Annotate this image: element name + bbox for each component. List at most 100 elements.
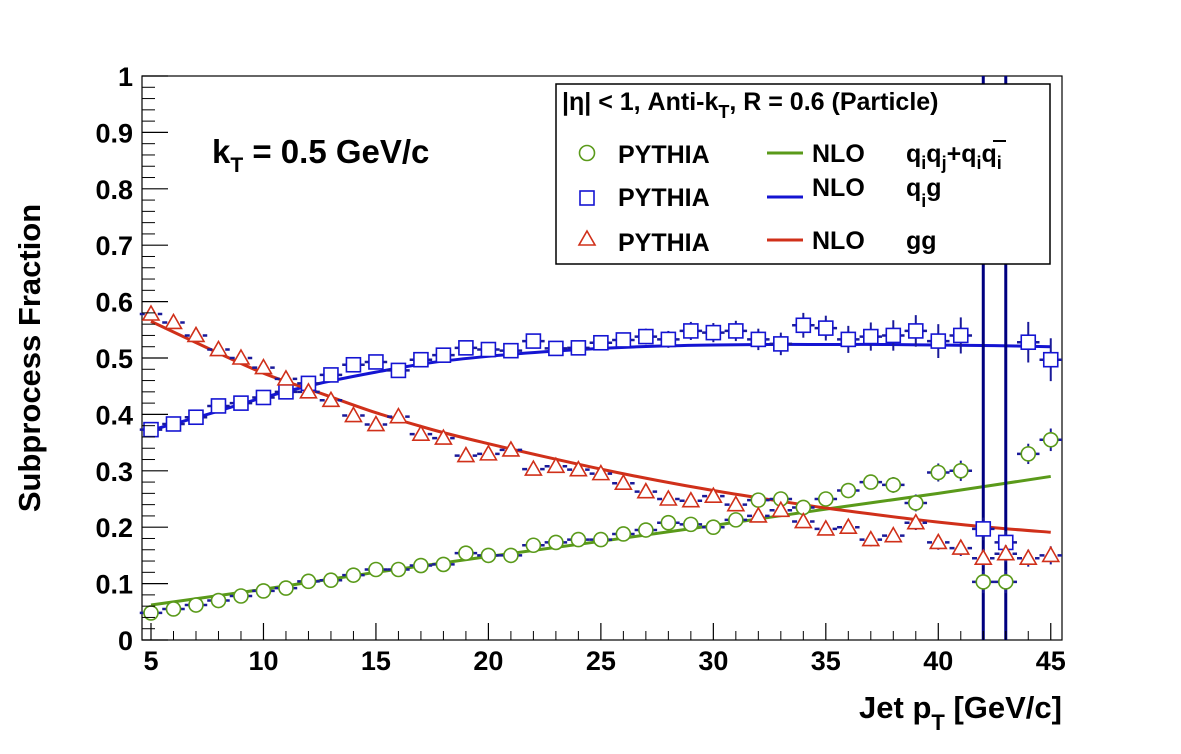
pythia-point-circle <box>255 583 272 599</box>
pythia-point-square <box>390 362 407 379</box>
pythia-point-triangle <box>928 532 948 550</box>
pythia-point-triangle <box>501 440 521 457</box>
pythia-point-square <box>503 342 519 359</box>
pythia-point-square <box>705 324 722 341</box>
pythia-point-triangle <box>411 424 431 441</box>
pythia-point-triangle <box>793 511 813 529</box>
pythia-point-circle <box>728 512 744 528</box>
pythia-point-triangle <box>816 519 836 536</box>
pythia-point-circle <box>480 547 497 564</box>
pythia-point-circle <box>390 561 407 578</box>
x-tick-label: 15 <box>361 646 391 676</box>
pythia-point-circle <box>300 573 317 590</box>
pythia-point-circle <box>683 516 699 533</box>
pythia-point-circle <box>907 495 924 511</box>
pythia-point-circle <box>885 477 902 493</box>
legend-process-qq: qiqj+qiqi <box>906 140 1002 173</box>
pythia-point-square <box>480 341 497 358</box>
y-tick-label: 0.9 <box>95 118 133 148</box>
pythia-point-triangle <box>636 482 656 499</box>
pythia-point-triangle <box>164 312 183 330</box>
x-tick-label: 25 <box>586 646 616 676</box>
pythia-point-square <box>683 323 699 339</box>
pythia-point-square <box>188 409 204 426</box>
pythia-point-square <box>525 333 542 349</box>
pythia-point-square <box>952 327 969 344</box>
pythia-point-circle <box>548 534 564 551</box>
pythia-point-square <box>593 334 609 351</box>
pythia-point-circle <box>413 557 429 574</box>
nlo-curves <box>150 319 1051 607</box>
legend-process-gg: gg <box>906 227 937 255</box>
pythia-point-triangle <box>231 348 251 365</box>
pythia-point-triangle <box>658 489 678 506</box>
pythia-point-triangle <box>276 369 296 386</box>
y-tick-label: 0 <box>118 626 133 656</box>
pythia-point-triangle <box>771 500 791 518</box>
pythia-point-circle <box>997 574 1014 590</box>
y-tick-label: 0.6 <box>95 288 133 318</box>
pythia-point-circle <box>660 514 677 531</box>
pythia-point-circle <box>188 597 204 613</box>
pythia-point-triangle <box>479 444 498 461</box>
pythia-point-triangle <box>726 495 746 512</box>
y-tick-label: 0.1 <box>95 570 133 600</box>
pythia-point-square <box>413 351 429 368</box>
pythia-point-circle <box>323 572 339 589</box>
y-tick-label: 0.4 <box>95 400 133 430</box>
pythia-point-triangle <box>254 357 273 375</box>
pythia-point-triangle <box>321 390 341 408</box>
pythia-point-circle <box>570 531 587 548</box>
pythia-point-circle <box>503 547 519 564</box>
pythia-point-triangle <box>209 339 228 357</box>
pythia-point-triangle <box>748 506 768 523</box>
x-tick-label: 45 <box>1036 646 1066 676</box>
x-axis-title: Jet pT [GeV/c] <box>859 690 1062 735</box>
pythia-point-triangle <box>996 544 1016 561</box>
pythia-point-square <box>907 323 924 339</box>
y-tick-label: 1 <box>118 62 133 92</box>
pythia-point-square <box>840 331 857 348</box>
pythia-point-circle <box>233 588 249 604</box>
pythia-point-square <box>975 521 992 537</box>
x-tick-label: 35 <box>811 646 841 676</box>
pythia-point-circle <box>435 556 452 573</box>
pythia-point-triangle <box>591 464 611 481</box>
pythia-point-square <box>233 395 249 411</box>
pythia-point-circle <box>458 545 474 561</box>
pythia-point-square <box>278 384 294 400</box>
pythia-point-triangle <box>389 407 408 424</box>
pythia-point-triangle <box>861 529 881 547</box>
pythia-point-triangle <box>1041 545 1061 563</box>
pythia-point-circle <box>593 531 609 548</box>
pythia-point-triangle <box>883 526 903 543</box>
pythia-point-square <box>638 328 654 345</box>
pythia-point-square <box>795 317 812 334</box>
pythia-point-square <box>660 331 677 348</box>
pythia-point-circle <box>278 580 294 596</box>
pythia-point-triangle <box>186 325 206 343</box>
pythia-point-triangle <box>546 456 566 474</box>
y-tick-label: 0.3 <box>95 457 133 487</box>
pythia-point-square <box>773 336 789 352</box>
legend: |η| < 1, Anti-kT, R = 0.6 (Particle) PYT… <box>555 83 1051 265</box>
pythia-point-square <box>615 332 632 348</box>
legend-marker-triangle <box>577 229 597 246</box>
x-tick-label: 20 <box>473 646 503 676</box>
pythia-point-square <box>345 356 362 373</box>
pythia-point-circle <box>840 482 857 499</box>
x-tick-label: 5 <box>143 646 158 676</box>
legend-header: |η| < 1, Anti-kT, R = 0.6 (Particle) <box>562 88 939 122</box>
y-tick-label: 0.2 <box>95 513 133 543</box>
pythia-point-triangle <box>569 460 588 477</box>
pythia-point-triangle <box>366 414 386 432</box>
pythia-point-triangle <box>973 548 993 566</box>
pythia-point-triangle <box>344 405 363 423</box>
pythia-point-circle <box>615 526 632 542</box>
pythia-point-square <box>255 389 272 406</box>
axes: 5 10 15 20 25 30 35 40 45 0 0.1 0.2 0.3 0.4 0.5 0.6 0.7 0… <box>95 62 1065 676</box>
legend-label-pythia-1: PYTHIA <box>618 141 710 169</box>
pythia-point-square <box>818 320 834 336</box>
pythia-point-square <box>435 347 452 363</box>
